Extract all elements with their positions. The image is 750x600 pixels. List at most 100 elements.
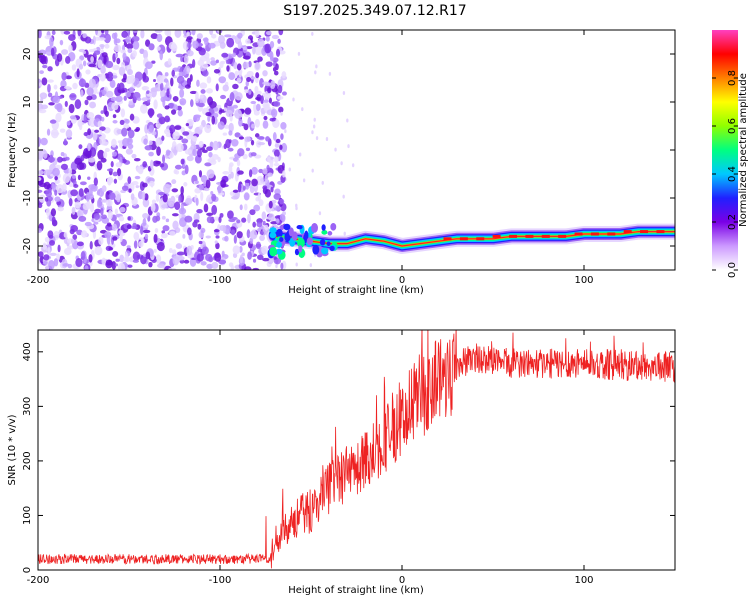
noise-blob [252, 258, 257, 263]
noise-blob [164, 105, 170, 110]
noise-blob [254, 45, 263, 56]
noise-blob [203, 181, 207, 187]
signal-blob [291, 231, 298, 241]
noise-blob [113, 178, 118, 184]
noise-blob [45, 51, 53, 55]
noise-blob [96, 160, 103, 171]
noise-blob [100, 207, 104, 216]
noise-blob [38, 108, 47, 114]
noise-blob [114, 52, 118, 59]
noise-blob [265, 136, 270, 142]
noise-blob [258, 168, 264, 174]
noise-blob [211, 261, 219, 269]
noise-blob [251, 166, 258, 175]
noise-blob [244, 107, 252, 115]
noise-blob [252, 267, 260, 270]
noise-blob [65, 56, 71, 64]
noise-blob [200, 261, 207, 266]
noise-blob [209, 100, 217, 109]
noise-blob [109, 79, 116, 89]
noise-blob [155, 160, 162, 165]
noise-blob [241, 252, 245, 257]
signal-blob [330, 222, 337, 231]
noise-blob [161, 135, 165, 141]
noise-blob [269, 40, 275, 49]
noise-blob [229, 162, 234, 168]
noise-blob [133, 232, 140, 241]
noise-blob [218, 259, 227, 265]
noise-blob [340, 161, 343, 166]
noise-blob [161, 230, 166, 234]
noise-blob [186, 50, 194, 57]
x-tick-label: 100 [574, 275, 593, 286]
y-tick-label: 200 [22, 451, 33, 470]
noise-blob [148, 261, 153, 268]
noise-blob [198, 47, 206, 56]
noise-blob [38, 137, 41, 147]
noise-blob [129, 86, 134, 94]
noise-blob [51, 30, 56, 35]
noise-blob [132, 30, 138, 33]
noise-blob [192, 40, 199, 49]
y-tick-label: 0 [22, 567, 33, 573]
noise-blob [194, 180, 199, 184]
noise-blob [68, 44, 73, 53]
noise-blob [197, 223, 202, 230]
noise-blob [111, 223, 118, 232]
noise-blob [128, 188, 132, 193]
noise-blob [255, 241, 261, 250]
noise-blob [180, 55, 184, 62]
noise-blob [250, 139, 255, 146]
noise-blob [69, 93, 77, 101]
noise-blob [154, 228, 159, 233]
noise-blob [203, 203, 209, 213]
signal-blob [275, 248, 283, 255]
noise-blob [254, 30, 260, 38]
noise-blob [167, 198, 172, 206]
noise-blob [78, 144, 83, 150]
noise-blob [89, 101, 97, 109]
noise-blob [264, 189, 272, 198]
noise-blob [231, 216, 238, 221]
noise-blob [171, 109, 177, 115]
noise-blob [231, 138, 239, 147]
noise-blob [60, 30, 66, 35]
noise-blob [215, 59, 219, 64]
noise-blob [295, 203, 298, 208]
noise-blob [198, 140, 204, 148]
signal-blob [269, 246, 277, 257]
noise-blob [61, 72, 67, 81]
noise-blob [251, 178, 258, 187]
noise-blob [127, 264, 133, 268]
noise-blob [126, 43, 134, 50]
noise-blob [155, 193, 160, 202]
noise-blob [259, 234, 266, 242]
noise-blob [273, 193, 281, 200]
noise-blob [38, 30, 42, 39]
noise-blob [106, 90, 114, 98]
noise-blob [70, 189, 79, 197]
noise-blob [267, 87, 272, 94]
noise-blob [342, 91, 346, 96]
noise-blob [132, 251, 141, 261]
noise-blob [281, 91, 287, 96]
noise-blob [112, 64, 120, 71]
noise-blob [227, 147, 234, 152]
noise-blob [42, 64, 48, 69]
noise-blob [49, 119, 57, 124]
noise-blob [101, 214, 107, 220]
noise-blob [129, 113, 135, 121]
noise-blob [156, 241, 165, 252]
noise-blob [107, 209, 113, 220]
noise-blob [48, 102, 55, 106]
noise-blob [239, 204, 243, 211]
noise-blob [136, 166, 144, 173]
noise-blob [277, 84, 283, 94]
noise-blob [198, 240, 203, 245]
signal-blob [279, 237, 284, 242]
noise-blob [119, 233, 123, 243]
noise-blob [104, 43, 110, 49]
noise-blob [171, 179, 177, 185]
colorbar-label: Normalized spectral amplitude [738, 73, 749, 227]
noise-blob [321, 180, 324, 185]
